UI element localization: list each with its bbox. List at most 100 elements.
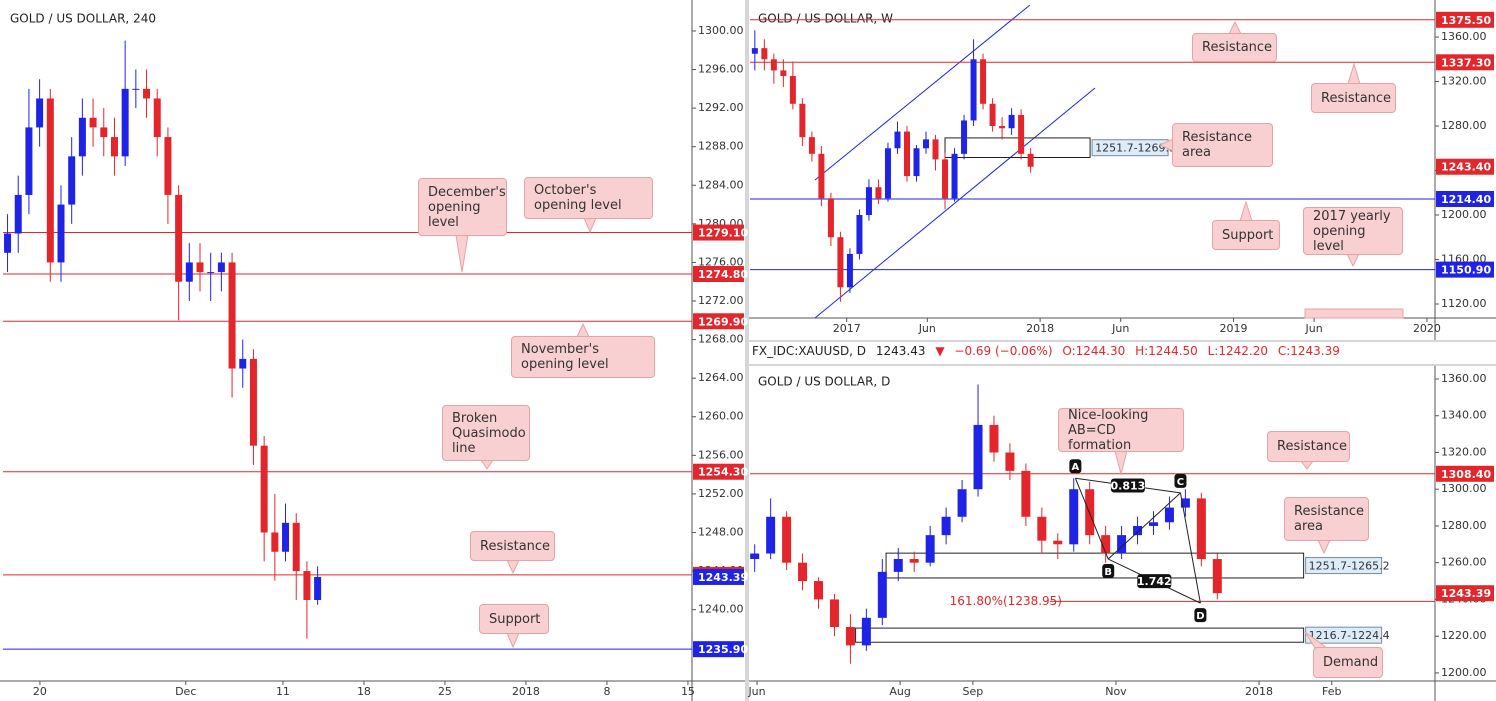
candle-body [814,581,823,600]
candle-body [1027,153,1034,167]
pattern-point-label: B [1104,567,1112,578]
price-tag-label: 1243.39 [698,571,748,584]
y-tick-label: 1264.00 [698,371,744,384]
chart-title: GOLD / US DOLLAR, D [758,375,890,389]
price-tag [1436,261,1494,278]
x-tick-label: 2020 [1413,322,1441,335]
candle-body [827,198,834,238]
callout-pointer [480,459,494,470]
zone [855,627,1305,643]
price-tag [1436,465,1494,482]
candle-body [865,187,872,216]
price-tag-label: 1274.80 [698,268,748,281]
candle-body [845,626,855,646]
pattern-line [1179,492,1201,604]
candle-body [292,522,300,572]
pattern-point-label: A [1072,462,1080,473]
candle-body [782,516,792,563]
callout-pointer [455,234,469,273]
candle-body [185,262,193,282]
candle-body [1133,525,1143,536]
pattern-point-box [1102,564,1115,579]
candle-body [89,117,97,128]
x-tick-label: Jun [1111,322,1129,335]
candle-body [961,120,968,154]
candle-body [239,358,247,369]
separator [745,0,749,701]
open: O:1244.30 [1062,344,1126,358]
last-price: 1243.43 [875,344,926,358]
candle-body [980,59,987,104]
x-tick-label: 2018 [512,685,540,698]
candle-body [761,48,768,60]
y-tick-label: 1252.00 [698,487,744,500]
callout-pointer [1239,200,1253,222]
candle-body [1117,535,1127,554]
candle-body [68,156,76,205]
price-tag [1436,54,1494,71]
candle-body [989,103,996,127]
y-tick-label: 1300.00 [1441,482,1487,495]
y-tick-label: 1300.00 [698,24,744,37]
candle-body [1037,516,1047,541]
callout-pointer [1300,460,1314,470]
x-tick-label: Jun [918,322,936,335]
change: −0.69 (−0.06%) [954,344,1053,358]
candle-body [271,532,279,552]
y-tick-label: 1360.00 [1441,30,1487,43]
candle-body [1196,498,1206,560]
callout-pointer [1114,450,1128,476]
price-tag [693,463,744,480]
candle-body [846,253,853,288]
y-tick-label: 1260.00 [698,410,744,423]
price-tag-label: 1279.10 [698,227,748,240]
callout-pointer [583,217,597,234]
price-tag-label: 1375.50 [1441,14,1491,27]
candle-body [207,272,215,274]
candle-body [970,59,977,121]
x-tick-label: Sep [962,685,983,698]
separator [749,340,1496,342]
candle-body [856,215,863,254]
candle-body [941,516,951,536]
callout-pointer [1317,539,1331,555]
zone-label: 1251.7-1265.2 [1309,560,1390,573]
y-tick-label: 1268.00 [698,333,744,346]
candle-body [1005,452,1015,471]
price-tag-label: 1308.40 [1441,468,1491,481]
y-tick-label: 1260.00 [1441,556,1487,569]
x-tick-label: Jun [1305,322,1323,335]
candle-body [789,75,796,104]
zone [944,137,1091,158]
price-tag-label: 1150.90 [1441,264,1491,277]
candle-body [1164,507,1174,523]
candle-body [770,59,777,71]
candle-body [143,88,151,99]
y-tick-label: 1240.00 [698,603,744,616]
callout-pointer [1228,20,1242,35]
candle-body [877,571,887,618]
candle-body [893,559,903,572]
pattern-point-label: D [1196,611,1204,622]
symbol: FX_IDC:XAUUSD, D [752,344,867,358]
x-tick-label: 2018 [1245,685,1273,698]
x-tick-label: 20 [33,685,47,698]
y-tick-label: 1292.00 [698,101,744,114]
candle-body [14,194,22,234]
price-tag [693,568,744,585]
candle-body [282,522,290,552]
candle-body [1180,498,1190,508]
candle-body [121,88,129,157]
ratio-label: 0.813 [1111,480,1146,493]
candle-body [4,233,12,253]
candle-body [903,131,910,177]
candle-body [837,237,844,288]
price-tag-label: 1243.40 [1441,161,1491,174]
zone-label-box [1305,557,1383,575]
candle-body [799,103,806,138]
candle-body [260,445,268,533]
candle-body [925,535,935,563]
candle-body [25,127,33,195]
quote-bar: FX_IDC:XAUUSD, D 1243.43 ▼ −0.69 (−0.06%… [752,344,1346,358]
